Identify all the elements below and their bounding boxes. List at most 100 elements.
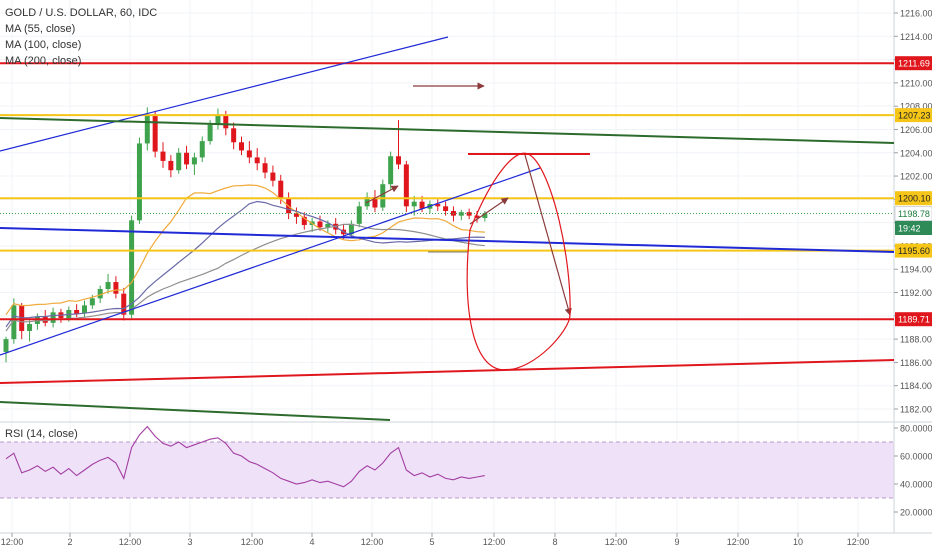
- price-tick-label: 1188.00: [900, 335, 932, 345]
- candle-body: [74, 310, 80, 314]
- candle-body: [191, 157, 197, 165]
- price-label: 19:42: [895, 221, 932, 235]
- time-tick-label: 8: [552, 537, 557, 547]
- candle-body: [105, 282, 111, 290]
- price-label: 1211.69: [895, 56, 932, 71]
- candle-body: [239, 142, 244, 151]
- indicator-ma200[interactable]: MA (200, close): [5, 55, 82, 67]
- candle-body: [293, 213, 299, 217]
- upper-channel-line: [0, 36, 449, 152]
- candle-body: [50, 312, 56, 323]
- candle-body: [184, 152, 190, 165]
- price-tick-label: 1204.00: [900, 148, 932, 158]
- candle-body: [223, 115, 229, 129]
- price-tick-label: 1216.00: [900, 9, 932, 19]
- candle-body: [317, 221, 323, 228]
- price-label: 1189.71: [895, 312, 932, 327]
- green-resistance-line: [0, 117, 895, 144]
- price-label-text: 19:42: [898, 224, 921, 234]
- price-tick-label: 1184.00: [900, 381, 932, 391]
- indicator-ma55[interactable]: MA (55, close): [5, 23, 76, 35]
- green-lower-line: [0, 401, 391, 421]
- rsi-tick-label: 40.0000: [900, 480, 932, 490]
- time-tick-label: 12:00: [605, 537, 628, 547]
- candle-body: [3, 339, 9, 352]
- price-tick-label: 1182.00: [900, 405, 932, 415]
- candle-body: [396, 156, 401, 165]
- rsi-tick-label: 80.0000: [900, 424, 932, 434]
- candle-body: [380, 184, 386, 208]
- rising-trendline: [0, 167, 541, 356]
- ma100-line: [5, 200, 485, 328]
- arrow-up-1: [365, 185, 399, 204]
- time-tick-label: 12:00: [1, 537, 24, 547]
- candle-body: [278, 180, 284, 199]
- candle-body: [482, 213, 488, 218]
- candle-body: [435, 204, 441, 207]
- candle-body: [121, 293, 127, 315]
- candle-body: [136, 143, 142, 221]
- price-label: 1198.78: [894, 206, 932, 222]
- candle-body: [82, 305, 87, 314]
- candle-body: [113, 282, 119, 294]
- price-tick-label: 1194.00: [900, 265, 932, 275]
- price-label-box: [895, 312, 932, 327]
- candle-body: [27, 323, 33, 331]
- candle-body: [419, 201, 425, 209]
- candle-body: [231, 128, 237, 143]
- time-tick-label: 12:00: [847, 537, 870, 547]
- price-label-text: 1211.69: [898, 59, 930, 69]
- price-label-text: 1195.60: [898, 246, 930, 256]
- candle-body: [372, 197, 378, 208]
- price-label-box: [895, 56, 932, 71]
- price-tick-label: 1192.00: [900, 288, 932, 298]
- rsi-title[interactable]: RSI (14, close): [5, 428, 78, 440]
- time-tick-label: 9: [674, 537, 679, 547]
- candle-body: [443, 206, 449, 211]
- indicator-ma100[interactable]: MA (100, close): [5, 39, 82, 51]
- candle-body: [301, 216, 307, 225]
- red-rising-support: [0, 359, 895, 384]
- price-axis: 1216.001214.001212.001210.001208.001206.…: [894, 9, 932, 415]
- candle-body: [270, 172, 276, 181]
- candle-body: [262, 163, 268, 173]
- candle-body: [11, 305, 17, 340]
- rsi-tick-label: 60.0000: [900, 452, 932, 462]
- time-tick-label: 4: [309, 537, 314, 547]
- time-tick-label: 10: [793, 537, 803, 547]
- candle-body: [411, 201, 417, 207]
- candle-body: [364, 197, 370, 207]
- rsi-line: [5, 425, 485, 488]
- candle-body: [246, 150, 252, 158]
- price-label-text: 1189.71: [898, 315, 930, 325]
- time-tick-label: 5: [429, 537, 434, 547]
- candle-body: [325, 223, 331, 228]
- ma200-line: [5, 223, 485, 332]
- rsi-axis: 80.0000 60.0000 40.0000 20.0000: [894, 424, 932, 518]
- rsi-tick-label: 20.0000: [900, 508, 932, 518]
- arrow-down-target: [524, 154, 572, 316]
- price-tick-label: 1206.00: [900, 125, 932, 135]
- candle-body: [356, 206, 362, 224]
- price-label-box: [895, 243, 932, 258]
- price-label-box: [895, 108, 932, 123]
- symbol-title[interactable]: GOLD / U.S. DOLLAR, 60, IDC: [5, 7, 158, 19]
- time-tick-label: 2: [67, 537, 72, 547]
- candle-body: [97, 289, 103, 299]
- candle-body: [89, 298, 95, 306]
- blue-support-line: [0, 227, 895, 253]
- time-tick-label: 12:00: [241, 537, 264, 547]
- candle-body: [215, 115, 221, 125]
- price-label: 1200.10: [895, 191, 932, 206]
- time-axis: 12:00 2 12:00 3 12:00 4 12:00 5 12:00 8 12:00 9 12:0…: [1, 533, 870, 547]
- projection-curve: [466, 152, 571, 371]
- time-tick-label: 12:00: [119, 537, 142, 547]
- arrow-up-2: [469, 197, 509, 225]
- time-tick-label: 12:00: [361, 537, 384, 547]
- price-tick-label: 1202.00: [900, 172, 932, 182]
- time-tick-label: 12:00: [727, 537, 750, 547]
- price-tick-label: 1214.00: [900, 32, 932, 42]
- rsi-band: [0, 442, 894, 498]
